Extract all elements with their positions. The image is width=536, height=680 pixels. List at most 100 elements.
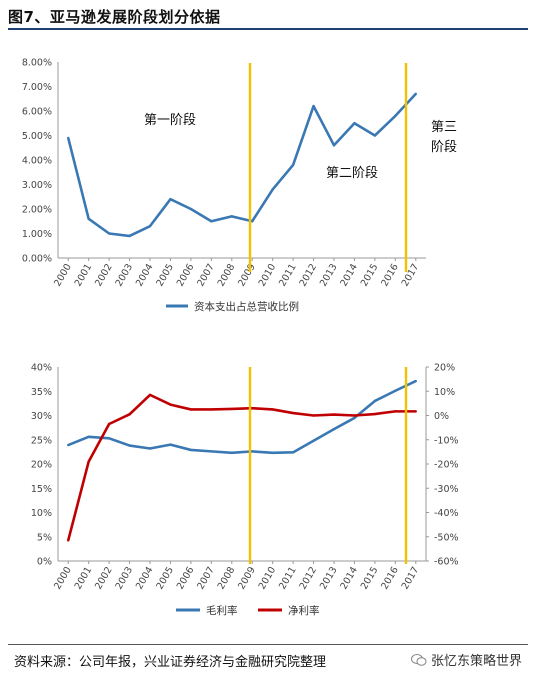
title-divider bbox=[8, 28, 528, 30]
data-point-net-margin bbox=[128, 413, 131, 416]
data-point-capex bbox=[353, 122, 356, 125]
stage-label-3-line1: 第三 bbox=[431, 120, 457, 135]
data-point-capex bbox=[210, 220, 213, 223]
data-point-capex bbox=[67, 136, 70, 140]
data-point-net-margin bbox=[251, 407, 254, 410]
x-tick-label: 2004 bbox=[134, 262, 156, 288]
right-tick-label: 10% bbox=[434, 387, 455, 398]
left-tick-label: 25% bbox=[31, 435, 52, 446]
brand-name: 张忆东策略世界 bbox=[430, 654, 522, 669]
y-tick-label: 4.00% bbox=[22, 156, 52, 167]
data-point-gross-margin bbox=[291, 451, 295, 454]
data-point-gross-margin bbox=[128, 444, 131, 447]
x-tick-label: 2006 bbox=[175, 565, 197, 591]
x-tick-label: 2005 bbox=[154, 262, 176, 288]
chart-area: 0.00% 1.00% 2.00% 3.00% 4.00% 5.00% 6.00% 7.00%… bbox=[22, 58, 459, 618]
data-point-net-margin bbox=[414, 410, 417, 413]
x-tick-label: 2000 bbox=[52, 262, 74, 288]
data-point-capex bbox=[291, 163, 295, 167]
series-line-gross-margin bbox=[67, 379, 417, 455]
x-tick-label: 2017 bbox=[400, 262, 422, 288]
y-tick-label: 7.00% bbox=[22, 82, 52, 93]
stage-labels: 第一阶段 第二阶段 第三 阶段 bbox=[144, 113, 457, 181]
legend-label-net-margin: 净利率 bbox=[288, 604, 320, 617]
data-point-gross-margin bbox=[373, 399, 377, 403]
left-tick-label: 5% bbox=[37, 532, 52, 543]
stage-label-1: 第一阶段 bbox=[144, 113, 196, 128]
data-point-net-margin bbox=[67, 539, 70, 542]
data-point-net-margin bbox=[189, 408, 193, 411]
wechat-icon bbox=[410, 653, 427, 666]
x-tick-label: 2009 bbox=[236, 262, 258, 288]
y-tick-label: 2.00% bbox=[22, 205, 52, 216]
legend-label-capex: 资本支出占总营收比例 bbox=[194, 300, 299, 313]
data-point-capex bbox=[128, 234, 131, 238]
x-tick-label: 2010 bbox=[257, 565, 279, 591]
x-tick-label: 2002 bbox=[93, 565, 115, 591]
data-point-capex bbox=[230, 215, 233, 218]
right-tick-label: -60% bbox=[434, 557, 459, 568]
y-tick-label: 0.00% bbox=[22, 254, 52, 265]
data-point-gross-margin bbox=[189, 448, 193, 452]
data-point-gross-margin bbox=[353, 416, 356, 420]
x-tick-label: 2003 bbox=[114, 565, 136, 591]
data-point-net-margin bbox=[230, 407, 233, 411]
data-point-capex bbox=[251, 220, 254, 223]
data-point-net-margin bbox=[332, 413, 336, 416]
x-tick-label: 2006 bbox=[175, 262, 197, 288]
data-point-net-margin bbox=[148, 393, 152, 397]
data-point-gross-margin bbox=[169, 443, 172, 446]
x-tick-label: 2012 bbox=[298, 565, 320, 591]
left-tick-label: 30% bbox=[31, 411, 52, 422]
left-tick-label: 35% bbox=[31, 387, 52, 398]
x-tick-label: 2016 bbox=[379, 262, 401, 288]
x-tick-label: 2007 bbox=[195, 262, 217, 288]
x-tick-label: 2008 bbox=[216, 565, 238, 591]
right-tick-label: -30% bbox=[434, 484, 459, 495]
x-tick-label: 2013 bbox=[318, 565, 340, 591]
y-tick-label: 3.00% bbox=[22, 180, 52, 191]
x-tick-label: 2009 bbox=[236, 565, 258, 591]
source-note: 资料来源：公司年报，兴业证券经济与金融研究院整理 bbox=[14, 655, 327, 670]
x-tick-label: 2000 bbox=[52, 565, 74, 591]
data-point-gross-margin bbox=[87, 435, 90, 439]
left-tick-label: 40% bbox=[31, 363, 52, 374]
data-point-gross-margin bbox=[414, 379, 417, 383]
data-point-gross-margin bbox=[271, 451, 274, 455]
data-point-gross-margin bbox=[67, 443, 70, 447]
x-tick-label: 2014 bbox=[338, 262, 360, 288]
capex-chart: 0.00% 1.00% 2.00% 3.00% 4.00% 5.00% 6.00% 7.00%… bbox=[22, 58, 426, 313]
data-point-gross-margin bbox=[210, 450, 213, 453]
data-point-net-margin bbox=[210, 408, 213, 411]
data-point-net-margin bbox=[169, 403, 172, 406]
stage-label-3-line2: 阶段 bbox=[431, 140, 457, 155]
data-point-gross-margin bbox=[312, 439, 315, 442]
x-tick-label: 2013 bbox=[318, 262, 340, 288]
data-point-gross-margin bbox=[107, 437, 111, 440]
data-point-capex bbox=[373, 134, 377, 137]
x-tick-label: 2015 bbox=[359, 262, 381, 288]
data-point-gross-margin bbox=[251, 450, 254, 453]
y-tick-label: 1.00% bbox=[22, 229, 52, 240]
data-point-capex bbox=[107, 232, 111, 235]
data-point-capex bbox=[394, 114, 397, 118]
x-tick-label: 2010 bbox=[257, 262, 279, 288]
y-tick-label: 6.00% bbox=[22, 107, 52, 118]
data-point-net-margin bbox=[312, 414, 315, 417]
right-tick-label: -10% bbox=[434, 435, 459, 446]
data-point-net-margin bbox=[107, 422, 111, 426]
data-point-capex bbox=[87, 217, 90, 220]
legend-label-gross-margin: 毛利率 bbox=[206, 604, 238, 617]
left-tick-label: 10% bbox=[31, 508, 52, 519]
stage-dividers bbox=[248, 63, 408, 564]
x-tick-label: 2011 bbox=[277, 565, 299, 591]
x-tick-label: 2005 bbox=[154, 565, 176, 591]
x-tick-label: 2017 bbox=[400, 565, 422, 591]
series-line-capex bbox=[66, 92, 417, 238]
x-tick-label: 2007 bbox=[195, 565, 217, 591]
page-title: 图7、亚马逊发展阶段划分依据 bbox=[8, 8, 221, 26]
x-tick-label: 2002 bbox=[93, 262, 115, 288]
right-tick-label: -20% bbox=[434, 460, 459, 471]
data-point-gross-margin bbox=[148, 447, 152, 450]
data-point-capex bbox=[271, 188, 274, 191]
